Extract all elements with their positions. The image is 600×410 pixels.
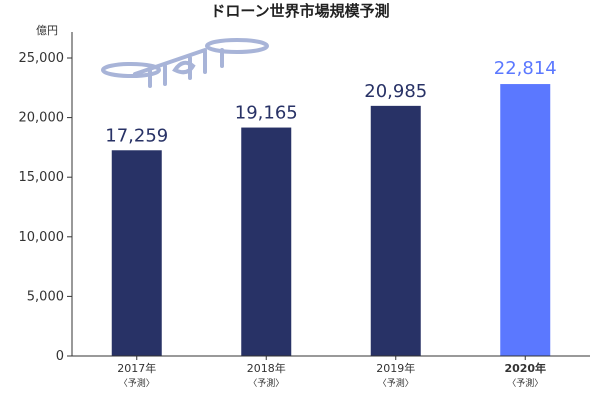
x-category-sublabel: 〈予測〉 xyxy=(507,377,543,389)
value-label: 17,259 xyxy=(105,125,168,146)
value-label: 19,165 xyxy=(235,103,298,124)
y-tick-label: 15,000 xyxy=(19,170,65,185)
x-axis: 2017年〈予測〉 2018年〈予測〉 2019年〈予測〉 2020年〈予測〉 xyxy=(72,355,590,389)
x-category-sublabel: 〈予測〉 xyxy=(119,377,155,389)
bar-2018年 xyxy=(241,127,292,357)
bars xyxy=(111,84,551,357)
y-tick-label: 20,000 xyxy=(19,111,65,126)
value-label: 22,814 xyxy=(494,58,557,79)
value-labels: 17,259 19,165 20,985 22,814 xyxy=(105,58,556,146)
chart-title: ドローン世界市場規模予測 xyxy=(210,2,389,20)
bar-2020年 xyxy=(500,84,551,356)
x-category-sublabel: 〈予測〉 xyxy=(378,377,414,389)
y-tick-label: 5,000 xyxy=(27,289,64,304)
y-tick-label: 0 xyxy=(56,349,64,364)
bar-2019年 xyxy=(370,105,421,357)
y-axis-unit-label: 億円 xyxy=(36,24,58,37)
bar-2017年 xyxy=(111,150,162,356)
x-category-sublabel: 〈予測〉 xyxy=(248,377,284,389)
drone-icon xyxy=(101,38,269,88)
y-tick-label: 25,000 xyxy=(19,51,65,66)
x-category-label: 2020年 xyxy=(504,361,546,375)
x-category-label: 2017年 xyxy=(117,361,156,375)
x-category-label: 2018年 xyxy=(247,361,286,375)
value-label: 20,985 xyxy=(364,81,427,102)
y-axis: 0 5,000 10,000 15,000 20,000 25,000 xyxy=(19,32,73,364)
x-category-label: 2019年 xyxy=(376,361,415,375)
y-tick-label: 10,000 xyxy=(19,230,65,245)
